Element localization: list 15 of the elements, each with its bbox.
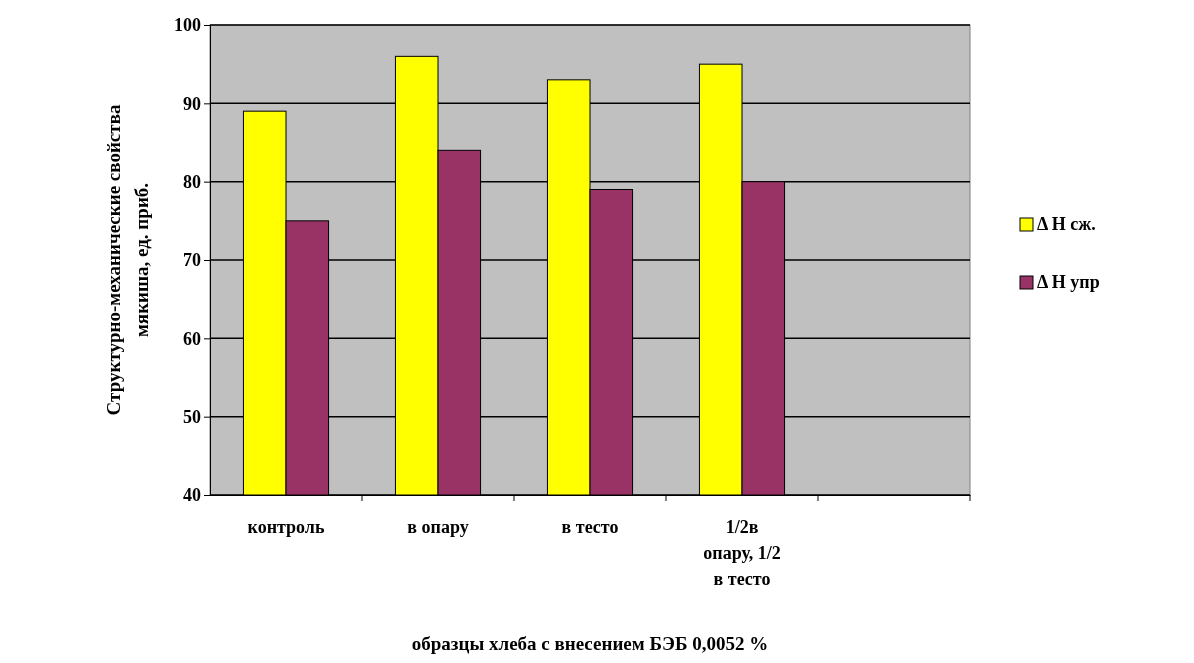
y-tick-label: 90 bbox=[183, 93, 201, 114]
x-tick-label: в тесто bbox=[561, 517, 619, 537]
y-tick-label: 100 bbox=[174, 15, 201, 36]
x-tick-label: 1/2в опару, 1/2 в тесто bbox=[703, 517, 781, 589]
y-tick-label: 80 bbox=[183, 171, 201, 192]
y-tick-label: 40 bbox=[183, 485, 201, 506]
x-tick-label: в опару bbox=[407, 517, 469, 537]
y-tick-label: 70 bbox=[183, 250, 201, 271]
y-tick-label: 50 bbox=[183, 406, 201, 427]
y-tick-label: 60 bbox=[183, 328, 201, 349]
legend-label: Δ Н упр bbox=[1037, 272, 1100, 292]
x-axis-title: образцы хлеба с внесением БЭБ 0,0052 % bbox=[411, 633, 769, 654]
legend-label: Δ Н сж. bbox=[1037, 214, 1096, 234]
y-axis-title: Структурно-механические свойства мякиша, ед. приб. bbox=[103, 104, 152, 416]
x-tick-label: контроль bbox=[247, 517, 325, 537]
